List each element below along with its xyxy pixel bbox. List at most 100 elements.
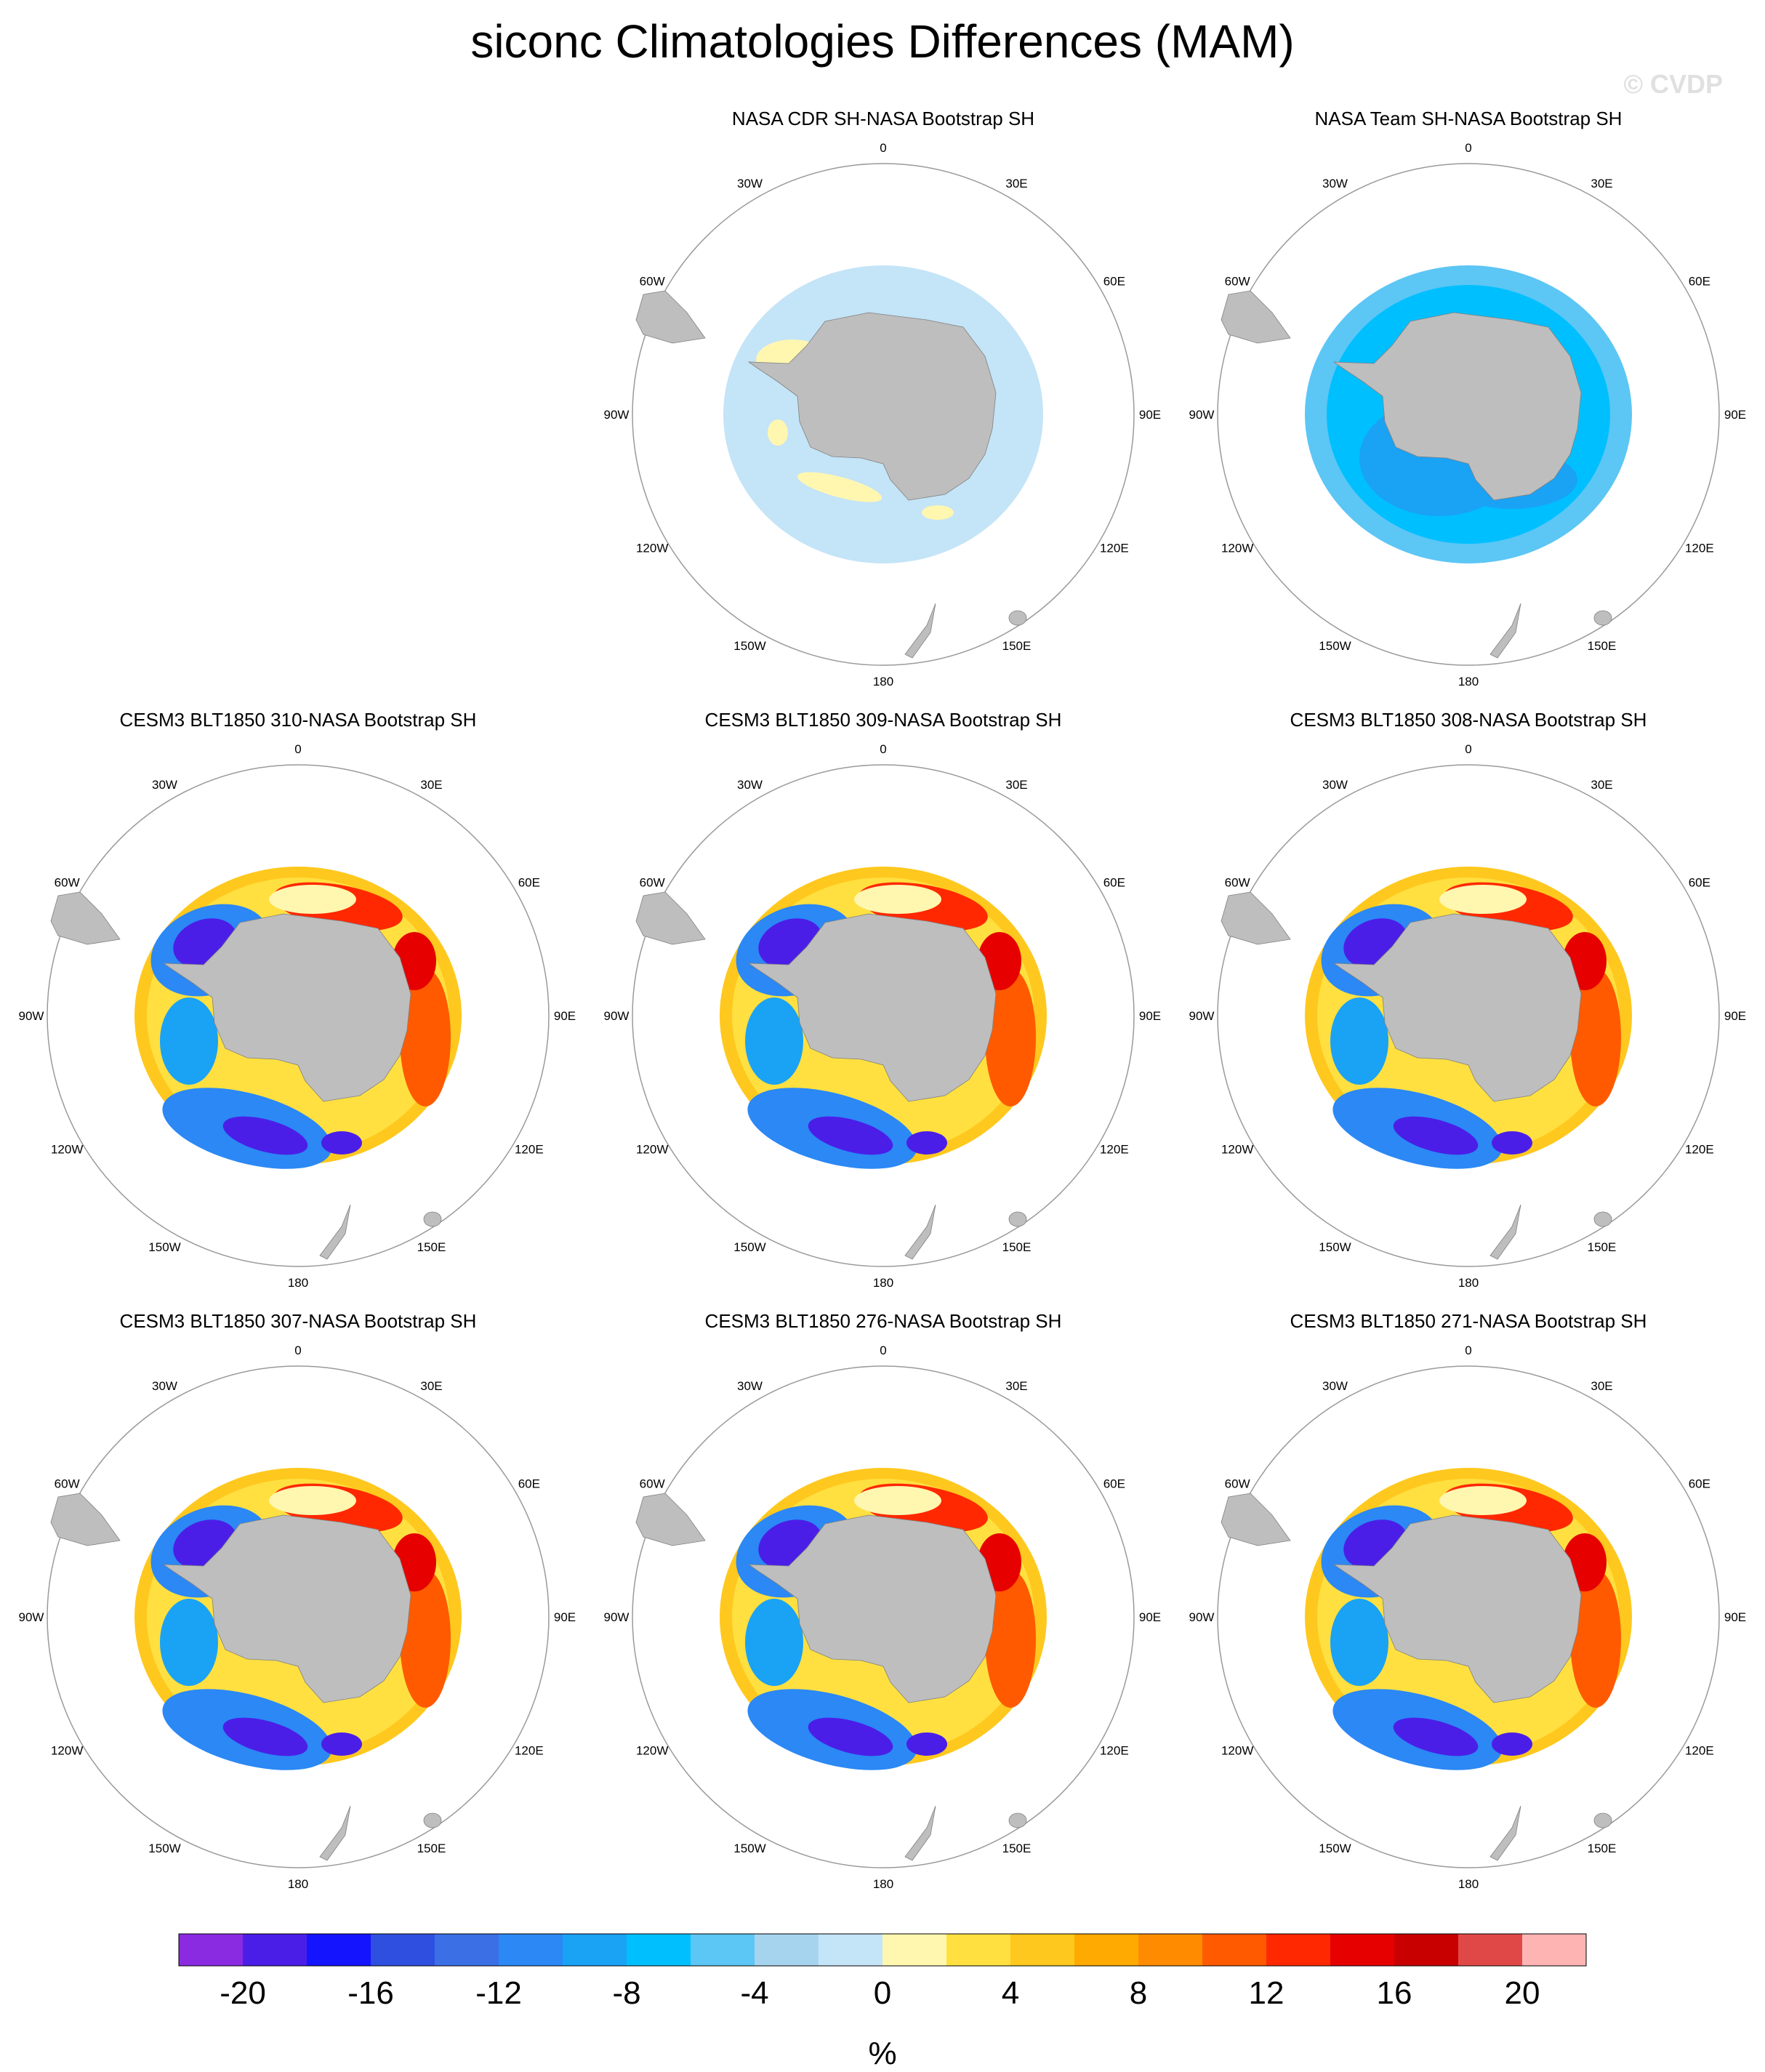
colorbar-box: [882, 1934, 947, 1966]
longitude-label: 150E: [1002, 1240, 1032, 1254]
ice-diff-region: [1330, 997, 1388, 1085]
longitude-label: 90E: [1139, 1610, 1161, 1624]
colorbar: -20 -16 -12 -8 -4 0 4 8 12 16 20: [178, 1933, 1587, 2011]
figure-title: siconc Climatologies Differences (MAM): [470, 15, 1295, 68]
new-zealand-landmass: [319, 1805, 351, 1861]
ice-diff-region: [1439, 1486, 1527, 1515]
map-panel-271: CESM3 BLT1850 271-NASA Bootstrap SH 0 30E…: [1178, 1310, 1759, 1906]
new-zealand-landmass: [904, 1805, 936, 1861]
colorbar-tick-label: 8: [1130, 1975, 1147, 2011]
longitude-label: 120E: [1100, 542, 1129, 555]
longitude-label: 90W: [604, 408, 630, 422]
longitude-label: 30W: [1322, 778, 1348, 792]
longitude-label: 0: [1465, 742, 1471, 756]
polar-map: 0 30E 60E 90E 120E 150E 180 150W 120W 90W 60W 30W: [1189, 742, 1747, 1290]
longitude-label: 150E: [1002, 639, 1032, 653]
longitude-label: 30E: [1005, 1379, 1027, 1393]
longitude-label: 150W: [733, 1842, 765, 1855]
longitude-label: 180: [1458, 675, 1479, 688]
panel-title: CESM3 BLT1850 276-NASA Bootstrap SH: [704, 1310, 1062, 1332]
longitude-label: 30W: [152, 1379, 177, 1393]
ice-diff-region: [985, 968, 1036, 1107]
longitude-label: 90E: [554, 1009, 576, 1023]
longitude-label: 120W: [1221, 1143, 1253, 1157]
map-panel-276: CESM3 BLT1850 276-NASA Bootstrap SH 0 30E…: [592, 1310, 1174, 1906]
longitude-label: 150E: [1588, 639, 1617, 653]
ice-diff-region: [400, 968, 451, 1107]
longitude-label: 60E: [1103, 1477, 1125, 1491]
longitude-label: 120W: [51, 1744, 83, 1758]
longitude-label: 90W: [1189, 408, 1215, 422]
ice-diff-region: [400, 1570, 451, 1708]
panel-title: NASA Team SH-NASA Bootstrap SH: [1314, 108, 1623, 129]
longitude-label: 180: [1458, 1877, 1479, 1891]
longitude-label: 90E: [1139, 1009, 1161, 1023]
longitude-label: 30W: [737, 778, 763, 792]
polar-map: 0 30E 60E 90E 120E 150E 180 150W 120W 90W 60W 30W: [1189, 141, 1747, 688]
colorbar-box: [243, 1934, 307, 1966]
ice-diff-region: [160, 1599, 218, 1686]
ice-diff-region: [222, 1116, 308, 1155]
longitude-label: 30W: [1322, 177, 1348, 190]
antarctica-landmass: [747, 913, 997, 1102]
longitude-label: 120W: [51, 1143, 83, 1157]
map-panel-cdr: NASA CDR SH-NASA Bootstrap SH 0 30E 60E 90E…: [592, 108, 1174, 704]
tasmania-landmass: [1593, 610, 1612, 626]
colorbar-box: [819, 1934, 883, 1966]
longitude-label: 90W: [1189, 1009, 1215, 1023]
ice-diff-region: [1393, 1717, 1479, 1756]
map-panel-team: NASA Team SH-NASA Bootstrap SH 0 30E 60E 90…: [1178, 108, 1759, 704]
longitude-label: 150W: [1319, 639, 1351, 653]
longitude-label: 60W: [1225, 1477, 1250, 1491]
panel-title: CESM3 BLT1850 271-NASA Bootstrap SH: [1290, 1310, 1647, 1332]
panel-title: NASA CDR SH-NASA Bootstrap SH: [731, 108, 1035, 129]
ice-diff-region: [797, 472, 882, 502]
longitude-label: 30W: [737, 177, 763, 190]
longitude-label: 60W: [1225, 876, 1250, 890]
longitude-label: 0: [1465, 1344, 1471, 1357]
tasmania-landmass: [1008, 1812, 1027, 1828]
colorbar-box: [1202, 1934, 1267, 1966]
ice-diff-region: [808, 1717, 893, 1756]
colorbar-box: [179, 1934, 244, 1966]
longitude-label: 90E: [554, 1610, 576, 1624]
longitude-label: 60E: [518, 1477, 540, 1491]
south-america-landmass: [635, 1493, 706, 1546]
longitude-label: 60E: [518, 876, 540, 890]
south-america-landmass: [50, 891, 121, 945]
colorbar-tick-label: -16: [347, 1975, 394, 2011]
map-panel-307: CESM3 BLT1850 307-NASA Bootstrap SH 0 30E…: [7, 1310, 589, 1906]
longitude-label: 150W: [148, 1842, 180, 1855]
ice-diff-region: [1492, 1131, 1532, 1155]
longitude-label: 60E: [1689, 876, 1710, 890]
map-panel-309: CESM3 BLT1850 309-NASA Bootstrap SH 0 30E…: [592, 709, 1174, 1305]
longitude-label: 60W: [640, 1477, 665, 1491]
longitude-label: 150E: [1588, 1240, 1617, 1254]
colorbar-unit: %: [868, 2036, 897, 2071]
ice-diff-region: [269, 885, 356, 914]
south-america-landmass: [1221, 290, 1291, 344]
antarctica-landmass: [162, 913, 411, 1102]
panel-title: CESM3 BLT1850 307-NASA Bootstrap SH: [119, 1310, 477, 1332]
new-zealand-landmass: [1489, 603, 1521, 659]
colorbar-box: [1458, 1934, 1523, 1966]
longitude-label: 120W: [636, 1744, 668, 1758]
polar-map: 0 30E 60E 90E 120E 150E 180 150W 120W 90W 60W 30W: [604, 742, 1162, 1290]
colorbar-tick-label: 16: [1377, 1975, 1412, 2011]
ice-diff-region: [321, 1732, 362, 1756]
ice-diff-region: [906, 1732, 947, 1756]
new-zealand-landmass: [319, 1204, 351, 1260]
longitude-label: 150E: [1002, 1842, 1032, 1855]
longitude-label: 120W: [1221, 1744, 1253, 1758]
longitude-label: 180: [1458, 1276, 1479, 1290]
polar-map: 0 30E 60E 90E 120E 150E 180 150W 120W 90W 60W 30W: [604, 1344, 1162, 1891]
colorbar-tick-label: 20: [1505, 1975, 1540, 2011]
antarctica-landmass: [162, 1514, 411, 1703]
new-zealand-landmass: [904, 1204, 936, 1260]
longitude-label: 90W: [604, 1610, 630, 1624]
colorbar-tick-label: -20: [220, 1975, 266, 2011]
ice-diff-region: [1330, 1599, 1388, 1686]
longitude-label: 30E: [1591, 177, 1612, 190]
ice-diff-region: [854, 1486, 941, 1515]
ice-diff-region: [985, 1570, 1036, 1708]
